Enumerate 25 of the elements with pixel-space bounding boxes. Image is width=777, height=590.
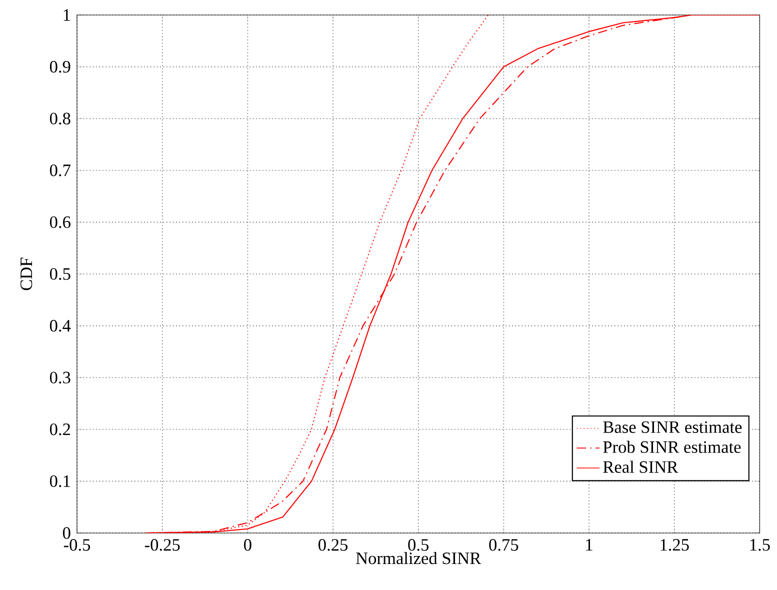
y-tick-label: 0.3	[50, 372, 70, 384]
x-tick-label: 1.25	[660, 539, 689, 551]
legend-label: Prob SINR estimate	[603, 440, 741, 453]
x-tick-label: 0	[244, 539, 252, 551]
x-tick-label: 0.75	[489, 539, 518, 551]
y-tick-label: 0.7	[50, 164, 70, 176]
legend-label: Base SINR estimate	[603, 421, 742, 433]
x-tick-label: 0.25	[318, 539, 348, 551]
y-tick-label: 0.8	[50, 112, 70, 124]
x-tick-label: -0.25	[144, 539, 180, 551]
y-tick-label: 0.1	[50, 475, 70, 488]
x-tick-label: -0.5	[64, 539, 90, 551]
x-tick-label: 0.5	[408, 539, 428, 551]
y-tick-label: 0.5	[50, 268, 70, 280]
y-tick-label: 0.6	[50, 216, 70, 228]
y-tick-label: 0.4	[50, 320, 71, 332]
y-axis-title: CDF	[20, 258, 32, 290]
y-tick-label: 1	[64, 9, 70, 21]
y-tick-label: 0.2	[50, 424, 70, 436]
y-tick-label: 0.9	[50, 60, 70, 73]
x-tick-label: 1.5	[750, 539, 770, 551]
x-axis-title: Normalized SINR	[356, 552, 482, 564]
x-tick-label: 1	[586, 539, 592, 550]
y-tick-label: 0	[62, 527, 70, 539]
legend-label: Real SINR	[603, 460, 678, 473]
